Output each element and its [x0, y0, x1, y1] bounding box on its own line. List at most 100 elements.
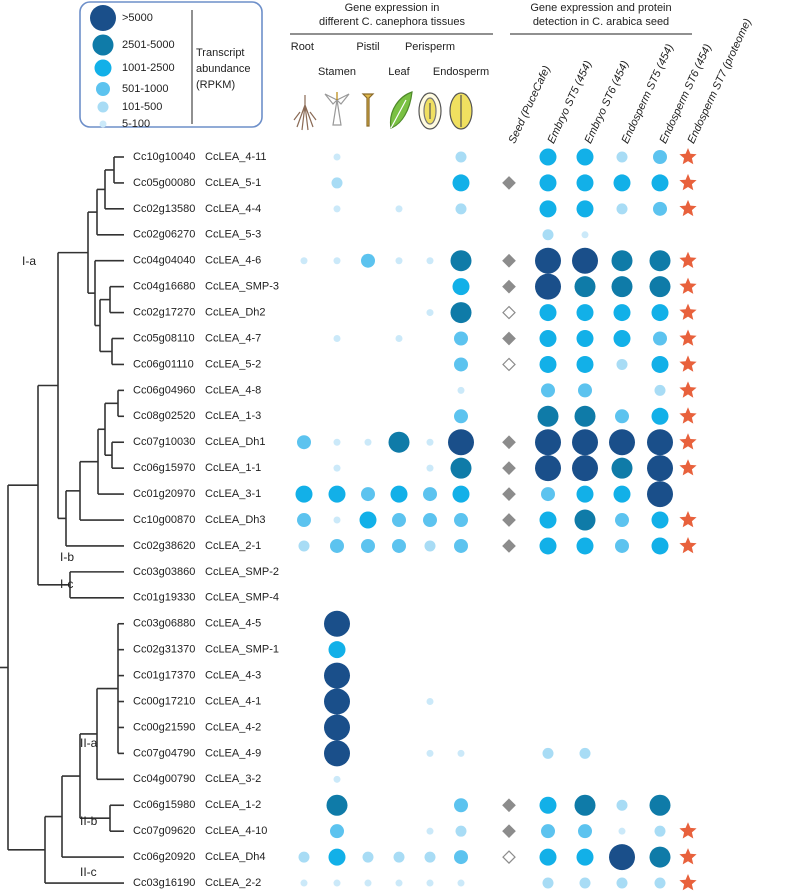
seed-dot: [651, 407, 669, 425]
gene-name: CcLEA_5-2: [205, 358, 261, 370]
legend-dot: [92, 34, 114, 56]
seed-dot: [611, 457, 633, 479]
seed-dot: [578, 383, 592, 398]
seed-dot: [574, 509, 596, 531]
tissue-dot: [328, 848, 346, 866]
legend-dot: [99, 120, 107, 128]
gene-id: Cc06g04960: [133, 384, 195, 396]
seed-diamond: [502, 253, 516, 268]
seed-dot: [572, 455, 598, 482]
tissue-dot: [452, 174, 470, 192]
seed-dot: [579, 877, 591, 889]
proteome-star: [679, 355, 697, 372]
seed-dot: [539, 355, 557, 373]
tissue-dot: [330, 538, 344, 553]
seed-dot: [539, 537, 557, 555]
tissue-dot: [333, 775, 341, 783]
group-header: Gene expression and protein: [530, 2, 671, 14]
seed-diamond: [502, 850, 516, 864]
seed-dot: [539, 200, 557, 218]
seed-dot: [654, 877, 666, 889]
clade-label: I-c: [60, 577, 73, 591]
group-header: detection in C. arabica seed: [533, 16, 669, 28]
seed-dot: [649, 846, 671, 868]
seed-dot: [615, 513, 629, 528]
gene-id: Cc00g17210: [133, 695, 195, 707]
tissue-dot: [395, 879, 403, 887]
tissue-dot: [324, 662, 350, 689]
gene-name: CcLEA_4-1: [205, 695, 261, 707]
tissue-dot: [423, 487, 437, 502]
tissue-dot: [454, 513, 468, 528]
tissue-dot: [324, 714, 350, 741]
seed-dot: [576, 148, 594, 166]
tissue-dot: [297, 435, 311, 450]
tissue-label: Root: [291, 41, 314, 53]
tissue-dot: [390, 485, 408, 503]
proteome-star: [679, 303, 697, 320]
legend-label: 2501-5000: [122, 39, 175, 51]
gene-name: CcLEA_SMP-2: [205, 566, 279, 578]
tissue-dot: [426, 879, 434, 887]
dendrogram: [0, 156, 124, 884]
seed-dot: [651, 537, 669, 555]
seed-dot: [654, 384, 666, 396]
tissue-dot: [333, 257, 341, 265]
gene-name: CcLEA_4-2: [205, 721, 261, 733]
proteome-star: [679, 148, 697, 165]
seed-dot: [609, 429, 635, 456]
gene-id: Cc05g00080: [133, 177, 195, 189]
tissue-dot: [395, 257, 403, 265]
proteome-star: [679, 199, 697, 217]
gene-id: Cc08g02520: [133, 410, 195, 422]
gene-id: Cc06g20920: [133, 851, 195, 863]
tissue-dot: [333, 205, 341, 213]
seed-dot: [647, 455, 673, 482]
seed-dot: [574, 276, 596, 298]
tissue-dot: [450, 457, 472, 479]
seed-dot: [649, 250, 671, 272]
tissue-dot: [423, 513, 437, 528]
gene-id: Cc04g00790: [133, 773, 195, 785]
seed-dot: [609, 844, 635, 871]
seed-diamond: [502, 513, 516, 527]
proteome-star: [679, 407, 697, 424]
seed-dot: [535, 429, 561, 456]
seed-diamond: [502, 176, 516, 190]
seed-diamond: [502, 357, 516, 372]
legend-label: >5000: [122, 12, 153, 24]
gene-id: Cc06g15980: [133, 799, 195, 811]
gene-id: Cc00g21590: [133, 721, 195, 733]
seed-dot: [574, 405, 596, 427]
seed-dot: [578, 824, 592, 839]
tissue-dot: [424, 540, 436, 552]
tissue-dot: [395, 205, 403, 213]
tissue-dot: [361, 253, 375, 268]
tissue-dot: [324, 740, 350, 767]
seed-dot: [572, 247, 598, 274]
seed-dot: [541, 383, 555, 398]
tissue-dot: [454, 409, 468, 424]
legend-label: 1001-2500: [122, 62, 175, 74]
seed-dot: [616, 203, 628, 215]
gene-name: CcLEA_1-2: [205, 799, 261, 811]
tissue-dot: [361, 487, 375, 502]
seed-dot: [574, 794, 596, 816]
seed-dot: [542, 229, 554, 241]
seed-dot: [535, 273, 561, 300]
seed-dot: [616, 799, 628, 811]
legend-label: 101-500: [122, 101, 162, 113]
seed-diamond: [502, 824, 516, 839]
seed-dot: [539, 304, 557, 322]
clade-label: I-a: [22, 254, 36, 268]
proteome-star: [679, 874, 697, 891]
tissue-dot: [452, 278, 470, 296]
seed-dot: [576, 485, 594, 503]
seed-diamond: [502, 539, 516, 553]
seed-dot: [616, 877, 628, 889]
tissue-dot: [455, 151, 467, 163]
tissue-dot: [455, 825, 467, 837]
gene-name: CcLEA_SMP-3: [205, 281, 279, 293]
gene-name: CcLEA_Dh1: [205, 436, 266, 448]
